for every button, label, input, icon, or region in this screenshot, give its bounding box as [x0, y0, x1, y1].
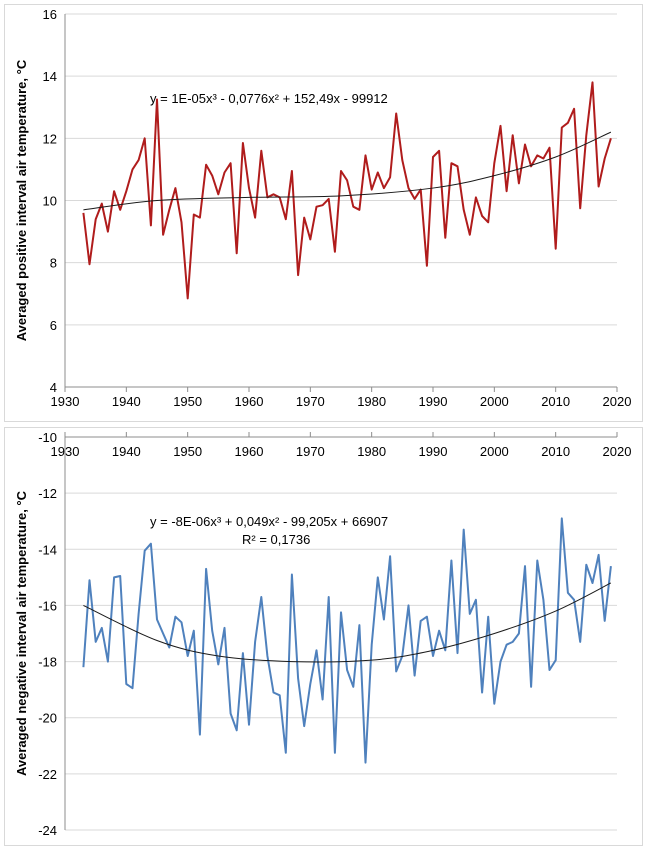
x-tick-label: 1930: [51, 394, 80, 409]
x-tick-label: 1950: [173, 394, 202, 409]
y-tick-label: -24: [38, 823, 57, 838]
y-tick-label: 12: [43, 131, 57, 146]
trend-line: [83, 131, 612, 211]
x-tick-label: 1980: [357, 444, 386, 459]
positive-temperature-plot: 4 6 8 10 12 14 16 1930 1940 1950 1960 1970 1980 1990 2…: [14, 7, 632, 409]
x-tick-label: 1960: [235, 444, 264, 459]
y-tick-label: 16: [43, 7, 57, 22]
x-tick-label: 1990: [419, 394, 448, 409]
chart-frame: [4, 4, 643, 422]
y-axis-label: Averaged positive interval air temperatu…: [14, 59, 29, 341]
y-tick-label: 6: [50, 318, 57, 333]
y-tick-label: -20: [38, 711, 57, 726]
x-tick-label: 2010: [541, 394, 570, 409]
y-tick-label: -14: [38, 542, 57, 557]
y-tick-label: 14: [43, 69, 57, 84]
y-tick-label: -10: [38, 430, 57, 445]
x-tick-label: 2000: [480, 444, 509, 459]
x-tick-label: 1940: [112, 444, 141, 459]
y-tick-label: -12: [38, 486, 57, 501]
series-line: [82, 81, 612, 300]
y-tick-label: 10: [43, 194, 57, 209]
x-tick-label: 1990: [419, 444, 448, 459]
trend-equation: y = -8E-06x³ + 0,049x² - 99,205x + 66907: [150, 514, 388, 529]
y-axis-label: Averaged negative interval air temperatu…: [14, 490, 29, 776]
chart-frame: [4, 427, 643, 846]
x-tick-label: 1970: [296, 444, 325, 459]
y-tick-label: -18: [38, 655, 57, 670]
x-tick-label: 1970: [296, 394, 325, 409]
x-tick-label: 1950: [173, 444, 202, 459]
x-tick-label: 1980: [357, 394, 386, 409]
x-tick-label: 2020: [603, 444, 632, 459]
x-tick-label: 2010: [541, 444, 570, 459]
trend-equation: y = 1E-05x³ - 0,0776x² + 152,49x - 99912: [150, 91, 388, 106]
x-tick-label: 1940: [112, 394, 141, 409]
x-tick-label: 1960: [235, 394, 264, 409]
negative-temperature-chart: -10 -12 -14 -16 -18 -20 -22 -24 1930 1940 1950 1960…: [0, 425, 647, 850]
x-tick-label: 2000: [480, 394, 509, 409]
positive-temperature-chart: 4 6 8 10 12 14 16 1930 1940 1950 1960 1970 1980 1990 2…: [4, 4, 643, 422]
y-tick-label: -22: [38, 767, 57, 782]
y-tick-label: 4: [50, 380, 57, 395]
x-tick-label: 2020: [603, 394, 632, 409]
x-tick-label: 1930: [51, 444, 80, 459]
series-line: [82, 517, 612, 764]
negative-temperature-plot: -10 -12 -14 -16 -18 -20 -22 -24 1930 1940 1950 1960…: [14, 430, 632, 838]
trend-line: [83, 582, 612, 663]
y-tick-label: 8: [50, 256, 57, 271]
r-squared-label: R² = 0,1736: [242, 532, 310, 547]
y-tick-label: -16: [38, 598, 57, 613]
